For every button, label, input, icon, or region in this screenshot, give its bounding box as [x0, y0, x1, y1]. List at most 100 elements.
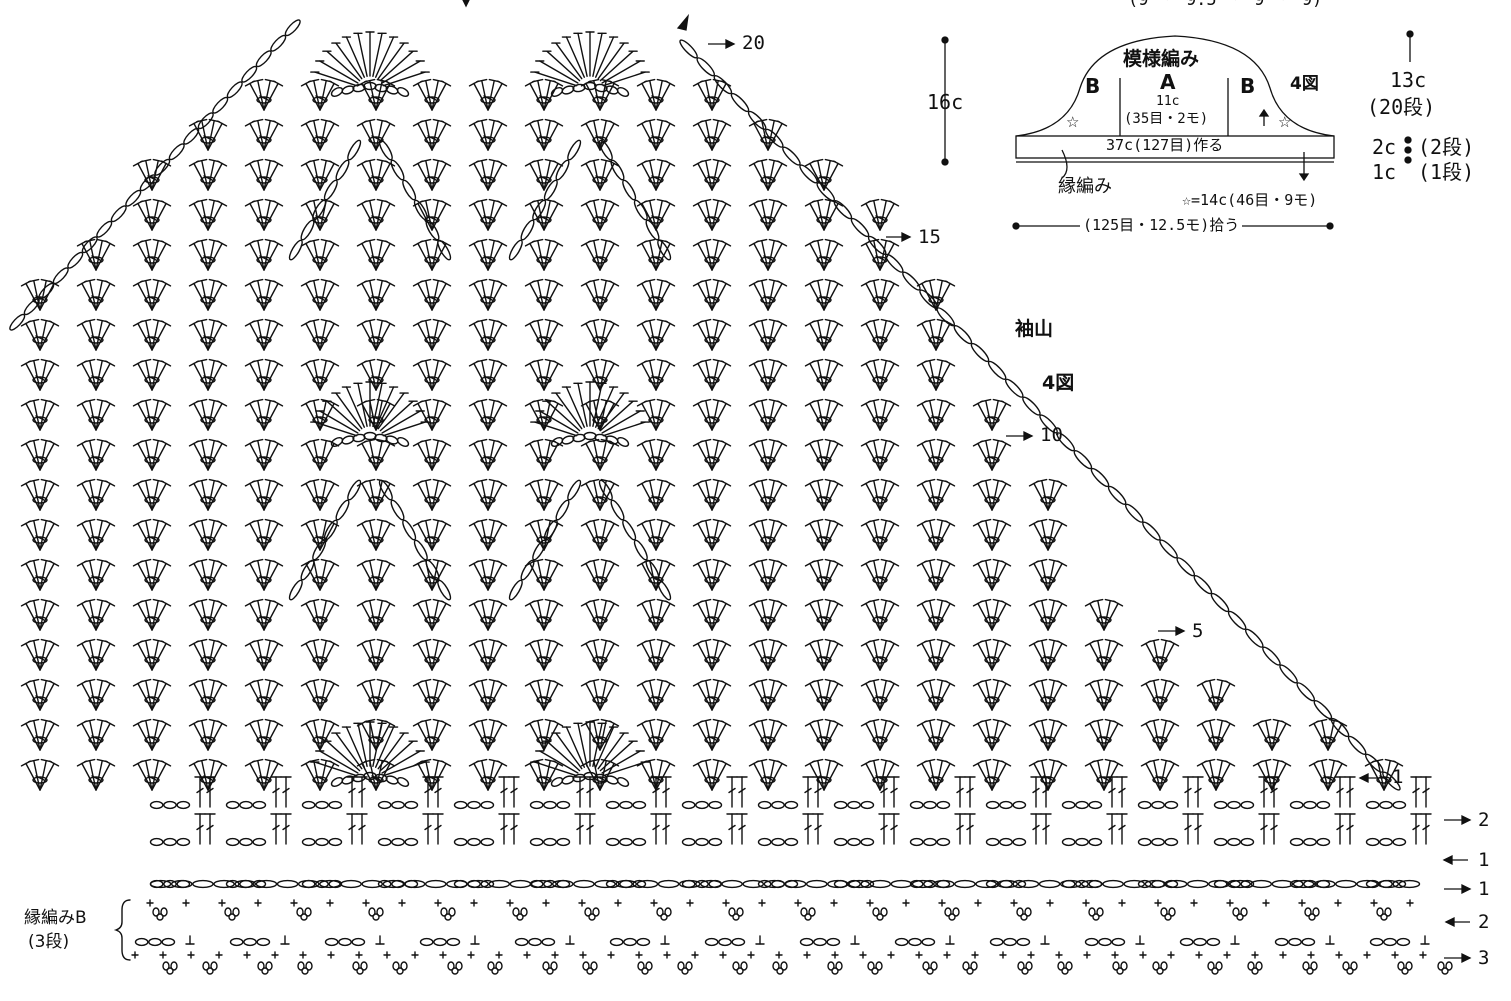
v-stitch: [412, 438, 452, 471]
v-stitch: [20, 358, 60, 391]
v-stitch: [244, 358, 284, 391]
picot: [296, 907, 312, 921]
picot: [872, 907, 888, 921]
v-stitch: [692, 118, 732, 151]
v-stitch: [356, 238, 396, 271]
v-stitch: [972, 718, 1012, 751]
v-stitch: [244, 438, 284, 471]
v-stitch: [468, 558, 508, 591]
v-stitch: [636, 718, 676, 751]
band-row-2-label: 2: [1478, 809, 1490, 831]
v-stitch: [132, 598, 172, 631]
v-stitch: [748, 758, 788, 791]
picot: [922, 961, 938, 975]
v-stitch: [692, 558, 732, 591]
v-stitch: [300, 118, 340, 151]
v-stitch: [188, 278, 228, 311]
picot: [297, 961, 313, 975]
row-arrow: [1444, 916, 1470, 928]
v-stitch: [132, 398, 172, 431]
v-stitch: [804, 238, 844, 271]
v-stitch: [748, 638, 788, 671]
v-stitch: [748, 598, 788, 631]
picot: [1397, 961, 1413, 975]
row-arrows: [462, 0, 1472, 964]
v-stitch: [244, 678, 284, 711]
v-stitch: [860, 678, 900, 711]
v-stitch: [916, 358, 956, 391]
picot: [1057, 961, 1073, 975]
v-stitch: [524, 438, 564, 471]
v-stitch: [76, 638, 116, 671]
picot: [867, 961, 883, 975]
v-stitch: [692, 318, 732, 351]
v-stitch: [748, 318, 788, 351]
row-15-label: 15: [918, 226, 941, 248]
picot: [152, 907, 168, 921]
v-stitch: [468, 598, 508, 631]
v-stitch: [244, 198, 284, 231]
v-stitch: [244, 598, 284, 631]
schematic-chain-label: 37c(127目)作る: [1104, 136, 1226, 154]
schematic-pattern-label: 模様編み: [1123, 48, 1200, 70]
v-stitch: [188, 718, 228, 751]
v-stitch: [916, 318, 956, 351]
v-stitch: [804, 278, 844, 311]
v-stitch: [524, 158, 564, 191]
row-5-label: 5: [1192, 620, 1204, 642]
v-stitch: [580, 558, 620, 591]
v-stitch: [132, 678, 172, 711]
v-stitch: [356, 518, 396, 551]
v-stitch: [1028, 638, 1068, 671]
picot: [512, 907, 528, 921]
v-stitch: [300, 318, 340, 351]
picot: [202, 961, 218, 975]
v-stitch: [692, 358, 732, 391]
v-stitch: [916, 718, 956, 751]
picot: [962, 961, 978, 975]
v-stitch: [356, 358, 396, 391]
v-stitch: [76, 558, 116, 591]
picot: [800, 907, 816, 921]
v-stitch: [188, 398, 228, 431]
v-stitch: [804, 678, 844, 711]
v-stitch: [20, 398, 60, 431]
schematic-center-count: (35目・2モ): [1124, 111, 1209, 127]
row-arrow: [886, 231, 912, 243]
band-row-1b-label: 1: [1478, 878, 1490, 900]
v-stitch: [804, 638, 844, 671]
v-stitch: [1028, 558, 1068, 591]
v-stitch: [860, 478, 900, 511]
picot: [1017, 961, 1033, 975]
v-stitch: [132, 518, 172, 551]
v-stitch: [1140, 758, 1180, 791]
v-stitch: [692, 158, 732, 191]
v-stitch: [244, 238, 284, 271]
band-row-1a-label: 1: [1478, 849, 1490, 871]
v-stitch: [636, 278, 676, 311]
v-stitch: [300, 158, 340, 191]
schematic-figure-label: 4図: [1290, 74, 1319, 94]
v-stitch: [1140, 678, 1180, 711]
v-stitch: [412, 478, 452, 511]
v-stitch: [20, 438, 60, 471]
v-stitch: [524, 358, 564, 391]
v-stitch: [748, 398, 788, 431]
v-stitch: [244, 318, 284, 351]
v-stitch: [524, 678, 564, 711]
v-stitch: [692, 398, 732, 431]
v-stitch: [412, 358, 452, 391]
figure-label: 4図: [1042, 372, 1075, 394]
v-stitch: [804, 398, 844, 431]
v-stitch: [20, 678, 60, 711]
right-1c-rows-label: (1段): [1418, 160, 1475, 184]
v-stitch: [1084, 678, 1124, 711]
v-stitch: [804, 518, 844, 551]
picot: [1160, 907, 1176, 921]
height-label: 16c: [927, 90, 964, 114]
v-stitch: [692, 438, 732, 471]
v-stitch: [468, 398, 508, 431]
schematic-b-right-label: B: [1240, 74, 1256, 98]
v-stitch: [76, 238, 116, 271]
